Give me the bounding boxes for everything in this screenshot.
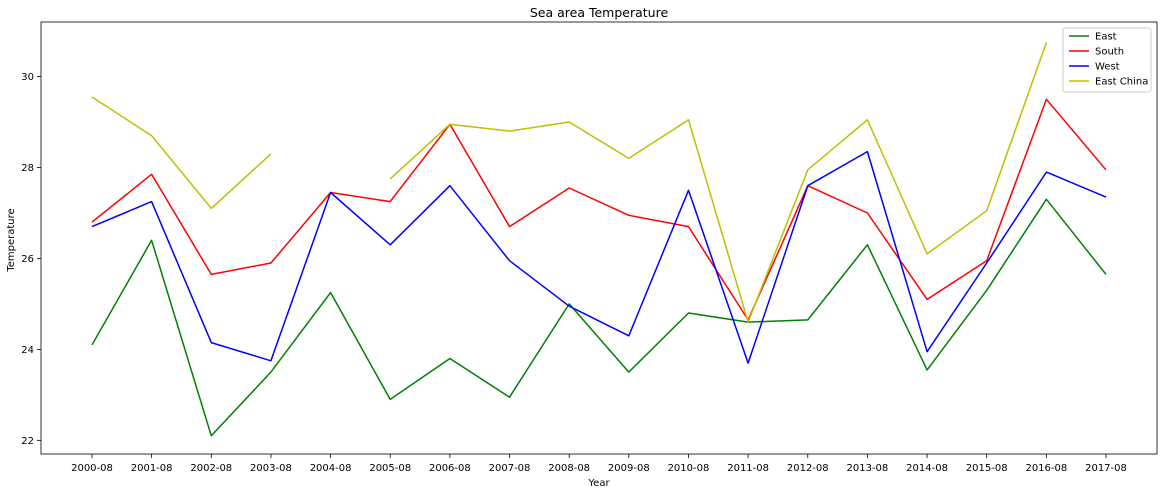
plot-area-frame (40, 21, 1158, 455)
legend-label-east: East (1095, 32, 1117, 43)
legend-label-south: South (1095, 47, 1124, 58)
x-tick-label: 2011-08 (727, 463, 769, 474)
x-axis-label: Year (587, 478, 610, 489)
x-tick-label: 2008-08 (548, 463, 590, 474)
y-tick-label: 22 (21, 436, 34, 447)
y-axis-ticks: 22 24 26 28 30 (21, 72, 41, 447)
chart-title: Sea area Temperature (530, 5, 669, 20)
y-tick-label: 30 (21, 72, 34, 83)
x-tick-label: 2009-08 (608, 463, 650, 474)
y-axis-label: Temperature (6, 208, 17, 272)
y-tick-label: 24 (21, 345, 34, 356)
x-tick-label: 2003-08 (250, 463, 292, 474)
legend-label-east-china: East China (1095, 77, 1148, 88)
x-tick-label: 2002-08 (190, 463, 232, 474)
x-tick-label: 2017-08 (1085, 463, 1127, 474)
x-tick-label: 2000-08 (71, 463, 113, 474)
x-tick-label: 2001-08 (131, 463, 173, 474)
x-tick-label: 2013-08 (847, 463, 889, 474)
x-tick-label: 2006-08 (429, 463, 471, 474)
legend-box (1062, 27, 1152, 93)
x-tick-label: 2016-08 (1025, 463, 1067, 474)
series-line-south (91, 98, 1107, 321)
x-tick-label: 2005-08 (369, 463, 411, 474)
legend: East South West East China (1062, 27, 1152, 93)
series-lines (91, 42, 1107, 437)
x-tick-label: 2010-08 (668, 463, 710, 474)
x-tick-label: 2007-08 (489, 463, 531, 474)
x-tick-label: 2015-08 (966, 463, 1008, 474)
y-tick-label: 26 (21, 254, 34, 265)
series-line-west (91, 150, 1107, 364)
series-line-east (91, 198, 1107, 437)
legend-label-west: West (1095, 62, 1120, 73)
x-tick-label: 2012-08 (787, 463, 829, 474)
x-tick-label: 2004-08 (310, 463, 352, 474)
x-tick-label: 2014-08 (906, 463, 948, 474)
x-axis-ticks: 2000-08 2001-08 2002-08 2003-08 2004-08 2005-… (71, 454, 1127, 474)
y-tick-label: 28 (21, 163, 34, 174)
series-line-east-china (91, 42, 1048, 323)
